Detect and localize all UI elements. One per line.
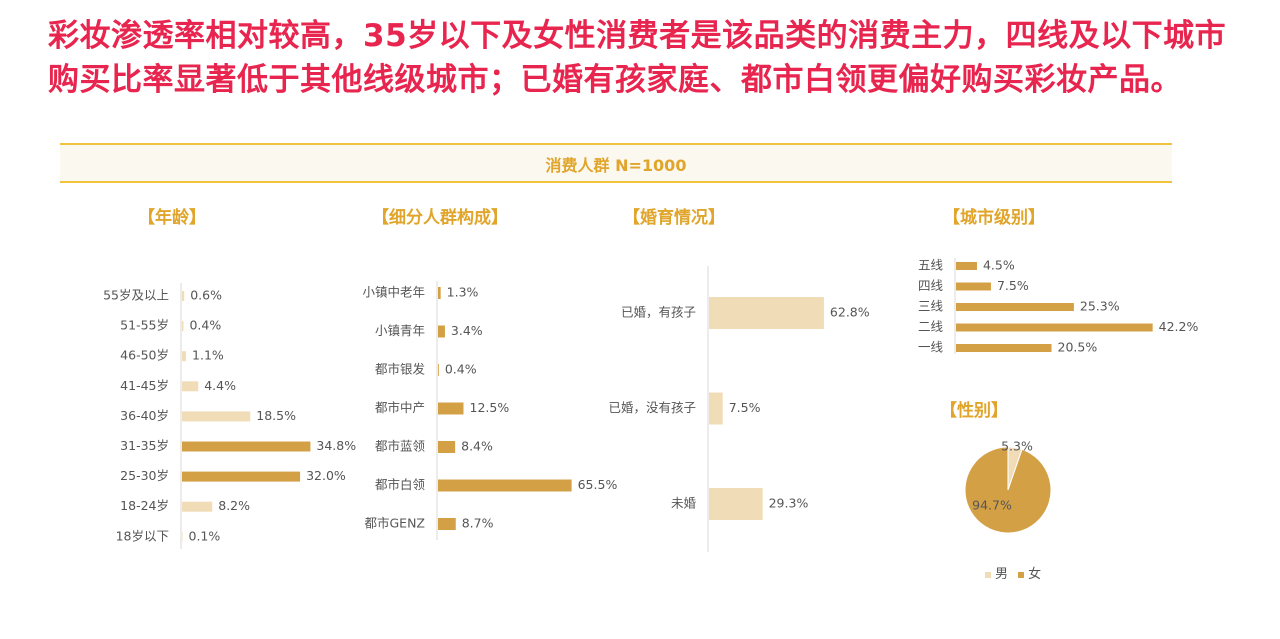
age-category-label: 51-55岁 (120, 318, 169, 333)
segment-bar (438, 441, 456, 453)
segment-category-label: 小镇中老年 (362, 285, 425, 300)
gender-chart-title: 【性别】 (940, 401, 1008, 421)
gender-label-female: 94.7% (972, 498, 1012, 513)
age-value-label: 0.1% (189, 528, 221, 543)
city-tier-chart-title: 【城市级别】 (943, 208, 1045, 228)
age-value-label: 32.0% (306, 468, 346, 483)
city-tier-bar (956, 282, 991, 291)
marital-bar (709, 392, 723, 425)
age-bar (182, 411, 251, 422)
city-tier-bar (956, 323, 1153, 332)
gender-legend: 男 女 (985, 563, 1047, 582)
city-tier-bar (956, 344, 1052, 352)
marital-value-label: 29.3% (769, 496, 809, 511)
segment-value-label: 1.3% (447, 285, 479, 300)
age-bar (182, 291, 185, 301)
marital-category-label: 未婚 (671, 496, 697, 511)
legend-label-female: 女 (1028, 567, 1042, 582)
segment-value-label: 0.4% (445, 362, 477, 377)
city-tier-bar (956, 303, 1074, 311)
segment-bar (438, 402, 464, 415)
segment-value-label: 3.4% (451, 323, 483, 338)
age-bar (182, 321, 184, 332)
age-bar (182, 351, 187, 362)
age-bar (182, 441, 311, 452)
city-tier-value-label: 20.5% (1058, 340, 1098, 355)
headline: 彩妆渗透率相对较高，35岁以下及女性消费者是该品类的消费主力，四线及以下城市购买… (48, 18, 1227, 98)
city-tier-category-label: 一线 (918, 340, 944, 355)
segment-value-label: 8.7% (462, 516, 494, 531)
marital-category-label: 已婚，有孩子 (621, 305, 696, 320)
segment-category-label: 都市中产 (375, 400, 425, 415)
segment-category-label: 都市蓝领 (375, 439, 426, 454)
marital-bar (709, 297, 824, 329)
city-tier-category-label: 五线 (918, 258, 944, 273)
marital-value-label: 62.8% (830, 305, 870, 320)
legend-swatch-female (1018, 571, 1025, 578)
marital-bar (709, 488, 763, 520)
marital-category-label: 已婚，没有孩子 (608, 400, 696, 415)
age-category-label: 31-35岁 (120, 438, 169, 453)
age-value-label: 0.4% (189, 318, 221, 333)
age-category-label: 46-50岁 (120, 348, 169, 363)
sample-title: 消费人群 N=1000 (545, 156, 687, 175)
city-tier-bar (956, 262, 977, 270)
city-tier-value-label: 25.3% (1080, 299, 1120, 314)
sample-band: 消费人群 N=1000 (60, 143, 1172, 183)
age-value-label: 1.1% (192, 348, 224, 363)
segment-category-label: 都市银发 (375, 362, 426, 377)
age-value-label: 4.4% (204, 378, 236, 393)
segment-value-label: 12.5% (470, 400, 510, 415)
city-tier-value-label: 42.2% (1159, 319, 1199, 334)
segment-bar (438, 364, 439, 376)
segment-category-label: 都市白领 (375, 477, 426, 492)
age-chart-title: 【年龄】 (138, 208, 206, 228)
age-value-label: 18.5% (256, 408, 296, 423)
age-bar (182, 501, 213, 512)
city-tier-category-label: 三线 (918, 299, 944, 314)
city-tier-category-label: 四线 (918, 278, 944, 293)
city-tier-category-label: 二线 (918, 319, 944, 334)
marital-value-label: 7.5% (729, 400, 761, 415)
segment-category-label: 小镇青年 (375, 323, 425, 338)
legend-item-female: 女 (1018, 567, 1041, 582)
legend-swatch-male (985, 571, 991, 578)
segment-bar (438, 287, 441, 299)
age-category-label: 18岁以下 (116, 528, 169, 543)
gender-label-male: 5.3% (1001, 439, 1033, 454)
segment-chart-title: 【细分人群构成】 (372, 208, 508, 228)
marital-chart-title: 【婚育情况】 (623, 208, 725, 228)
legend-item-male: 男 (985, 567, 1008, 582)
segment-bar (438, 325, 445, 338)
segment-category-label: 都市GENZ (365, 516, 426, 531)
age-value-label: 34.8% (316, 438, 356, 453)
age-category-label: 41-45岁 (120, 378, 169, 393)
segment-value-label: 65.5% (578, 477, 618, 492)
segment-value-label: 8.4% (461, 439, 493, 454)
legend-label-male: 男 (995, 567, 1009, 582)
age-value-label: 8.2% (218, 498, 250, 513)
age-bar (182, 531, 183, 542)
age-category-label: 36-40岁 (120, 408, 169, 423)
city-tier-value-label: 7.5% (997, 278, 1029, 293)
city-tier-value-label: 4.5% (983, 258, 1015, 273)
age-category-label: 55岁及以上 (103, 288, 169, 303)
age-category-label: 25-30岁 (120, 468, 169, 483)
age-bar (182, 471, 301, 482)
segment-bar (438, 518, 456, 530)
age-value-label: 0.6% (190, 288, 222, 303)
segment-bar (438, 479, 572, 492)
age-category-label: 18-24岁 (120, 498, 169, 513)
age-bar (182, 381, 199, 392)
gender-slice-female (964, 446, 1052, 534)
